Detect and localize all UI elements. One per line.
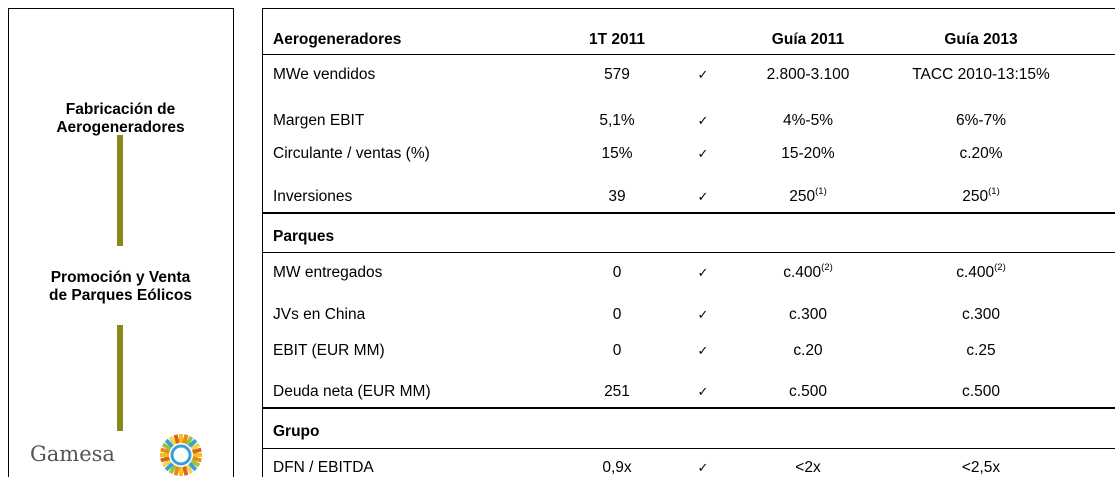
check-mark: ✓ bbox=[697, 146, 709, 161]
section-label: Fabricación de Aerogeneradores bbox=[8, 101, 233, 137]
column-header: Guía 2013 bbox=[944, 31, 1018, 48]
logo-ray bbox=[161, 442, 172, 451]
logo-ray bbox=[173, 434, 180, 444]
table-frame bbox=[262, 8, 1115, 477]
row-label: Circulante / ventas (%) bbox=[273, 145, 430, 162]
guide-2013: TACC 2010-13:15% bbox=[912, 66, 1050, 83]
guide-2011: 4%-5% bbox=[783, 112, 833, 129]
logo-ray bbox=[164, 462, 174, 472]
check-mark: ✓ bbox=[697, 307, 709, 322]
logo-ray bbox=[182, 434, 189, 444]
rule bbox=[262, 407, 1115, 409]
row-label: Margen EBIT bbox=[273, 112, 365, 129]
text: Promoción y Venta bbox=[50, 269, 191, 286]
check-mark: ✓ bbox=[697, 113, 709, 128]
connector bbox=[117, 135, 123, 246]
logo-ray bbox=[168, 435, 177, 446]
footnote-ref: (1) bbox=[815, 186, 827, 197]
guide-2013: <2,5x bbox=[961, 459, 1001, 476]
footnote-ref: (1) bbox=[988, 186, 1000, 197]
guide-2013: c.25 bbox=[966, 342, 996, 359]
text: Aerogeneradores bbox=[56, 119, 185, 136]
group-title: Aerogeneradores bbox=[273, 31, 402, 48]
cell-text: 250 bbox=[962, 188, 989, 205]
logo-mark bbox=[160, 434, 202, 476]
logo-ray bbox=[160, 447, 170, 454]
cell-text: 250 bbox=[789, 188, 816, 205]
guide-2011: c.20 bbox=[793, 342, 823, 359]
logo-ray bbox=[192, 447, 202, 454]
logo-ray bbox=[160, 456, 170, 463]
row-label: DFN / EBITDA bbox=[273, 459, 374, 476]
logo-ray bbox=[168, 464, 177, 475]
actual-value: 5,1% bbox=[599, 112, 635, 129]
row-label: EBIT (EUR MM) bbox=[273, 342, 385, 359]
logo-ray bbox=[188, 438, 198, 448]
guide-2011: c.400(2) bbox=[783, 262, 833, 283]
guide-2013: 250(1) bbox=[962, 186, 1000, 207]
text: Fabricación de bbox=[65, 101, 176, 118]
logo-text: Gamesa bbox=[30, 442, 115, 466]
cell-text: c.400 bbox=[956, 264, 995, 281]
actual-value: 0 bbox=[612, 264, 622, 281]
logo-ray bbox=[185, 435, 194, 446]
group-title: Parques bbox=[273, 228, 335, 245]
column-header: 1T 2011 bbox=[588, 31, 646, 48]
rule bbox=[262, 448, 1115, 449]
logo-ray bbox=[192, 456, 202, 463]
row-label: Inversiones bbox=[273, 188, 353, 205]
rule bbox=[262, 54, 1115, 55]
logo-ray bbox=[190, 459, 201, 468]
connector bbox=[117, 325, 123, 431]
guide-2013: c.400(2) bbox=[956, 262, 1006, 283]
logo-ray bbox=[188, 462, 198, 472]
row-label: MW entregados bbox=[273, 264, 383, 281]
guide-2011: <2x bbox=[795, 459, 821, 476]
guide-2011: 15-20% bbox=[781, 145, 835, 162]
row-label: Deuda neta (EUR MM) bbox=[273, 383, 431, 400]
actual-value: 15% bbox=[601, 145, 633, 162]
guide-2011: c.500 bbox=[789, 383, 827, 400]
actual-value: 251 bbox=[604, 383, 630, 400]
actual-value: 0 bbox=[612, 342, 622, 359]
actual-value: 0,9x bbox=[602, 459, 632, 476]
text: de Parques Eólicos bbox=[49, 287, 192, 304]
guide-2011: 250(1) bbox=[789, 186, 827, 207]
column-header: Guía 2011 bbox=[771, 31, 845, 48]
check-mark: ✓ bbox=[697, 460, 709, 475]
rule bbox=[262, 212, 1115, 214]
guide-2013: 6%-7% bbox=[956, 112, 1006, 129]
rule bbox=[262, 252, 1115, 253]
guide-2011: 2.800-3.100 bbox=[766, 66, 850, 83]
logo-ring bbox=[174, 448, 188, 462]
footnote-ref: (2) bbox=[994, 262, 1006, 273]
check-mark: ✓ bbox=[697, 384, 709, 399]
check-mark: ✓ bbox=[697, 265, 709, 280]
side-panel bbox=[8, 8, 234, 477]
cell-text: c.400 bbox=[783, 264, 822, 281]
check-mark: ✓ bbox=[697, 189, 709, 204]
logo-ray bbox=[185, 464, 194, 475]
row-label: MWe vendidos bbox=[273, 66, 376, 83]
guide-2013: c.20% bbox=[959, 145, 1003, 162]
logo-ray bbox=[182, 466, 189, 476]
guide-2011: c.300 bbox=[789, 306, 827, 323]
actual-value: 579 bbox=[604, 66, 630, 83]
logo-ray bbox=[190, 442, 201, 451]
guide-2013: c.500 bbox=[962, 383, 1000, 400]
group-title: Grupo bbox=[273, 423, 320, 440]
logo-ray bbox=[173, 466, 180, 476]
check-mark: ✓ bbox=[697, 67, 709, 82]
section-label: Promoción y Venta de Parques Eólicos bbox=[8, 269, 233, 305]
actual-value: 0 bbox=[612, 306, 622, 323]
logo-ring bbox=[170, 444, 192, 466]
logo-ray bbox=[164, 438, 174, 448]
check-mark: ✓ bbox=[697, 343, 709, 358]
row-label: JVs en China bbox=[273, 306, 366, 323]
guide-2013: c.300 bbox=[962, 306, 1000, 323]
actual-value: 39 bbox=[608, 188, 626, 205]
logo-ray bbox=[161, 459, 172, 468]
footnote-ref: (2) bbox=[821, 262, 833, 273]
